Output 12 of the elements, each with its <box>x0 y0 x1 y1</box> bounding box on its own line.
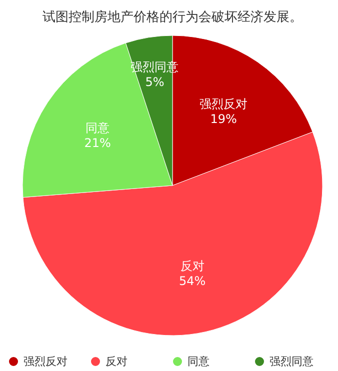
slice-label: 强烈反对 <box>200 96 248 111</box>
legend-label: 强烈同意 <box>270 355 314 368</box>
legend-label: 强烈反对 <box>24 355 68 368</box>
legend-label: 同意 <box>188 355 210 368</box>
slice-label: 反对 <box>180 258 204 273</box>
data-label: 5% <box>145 74 164 89</box>
data-label: 21% <box>84 136 111 150</box>
chart-title: 试图控制房地产价格的行为会破坏经济发展。 <box>42 9 302 25</box>
data-label: 19% <box>210 112 237 126</box>
slice-label: 同意 <box>86 121 110 136</box>
data-label: 54% <box>178 274 206 288</box>
legend-label: 反对 <box>106 355 128 368</box>
